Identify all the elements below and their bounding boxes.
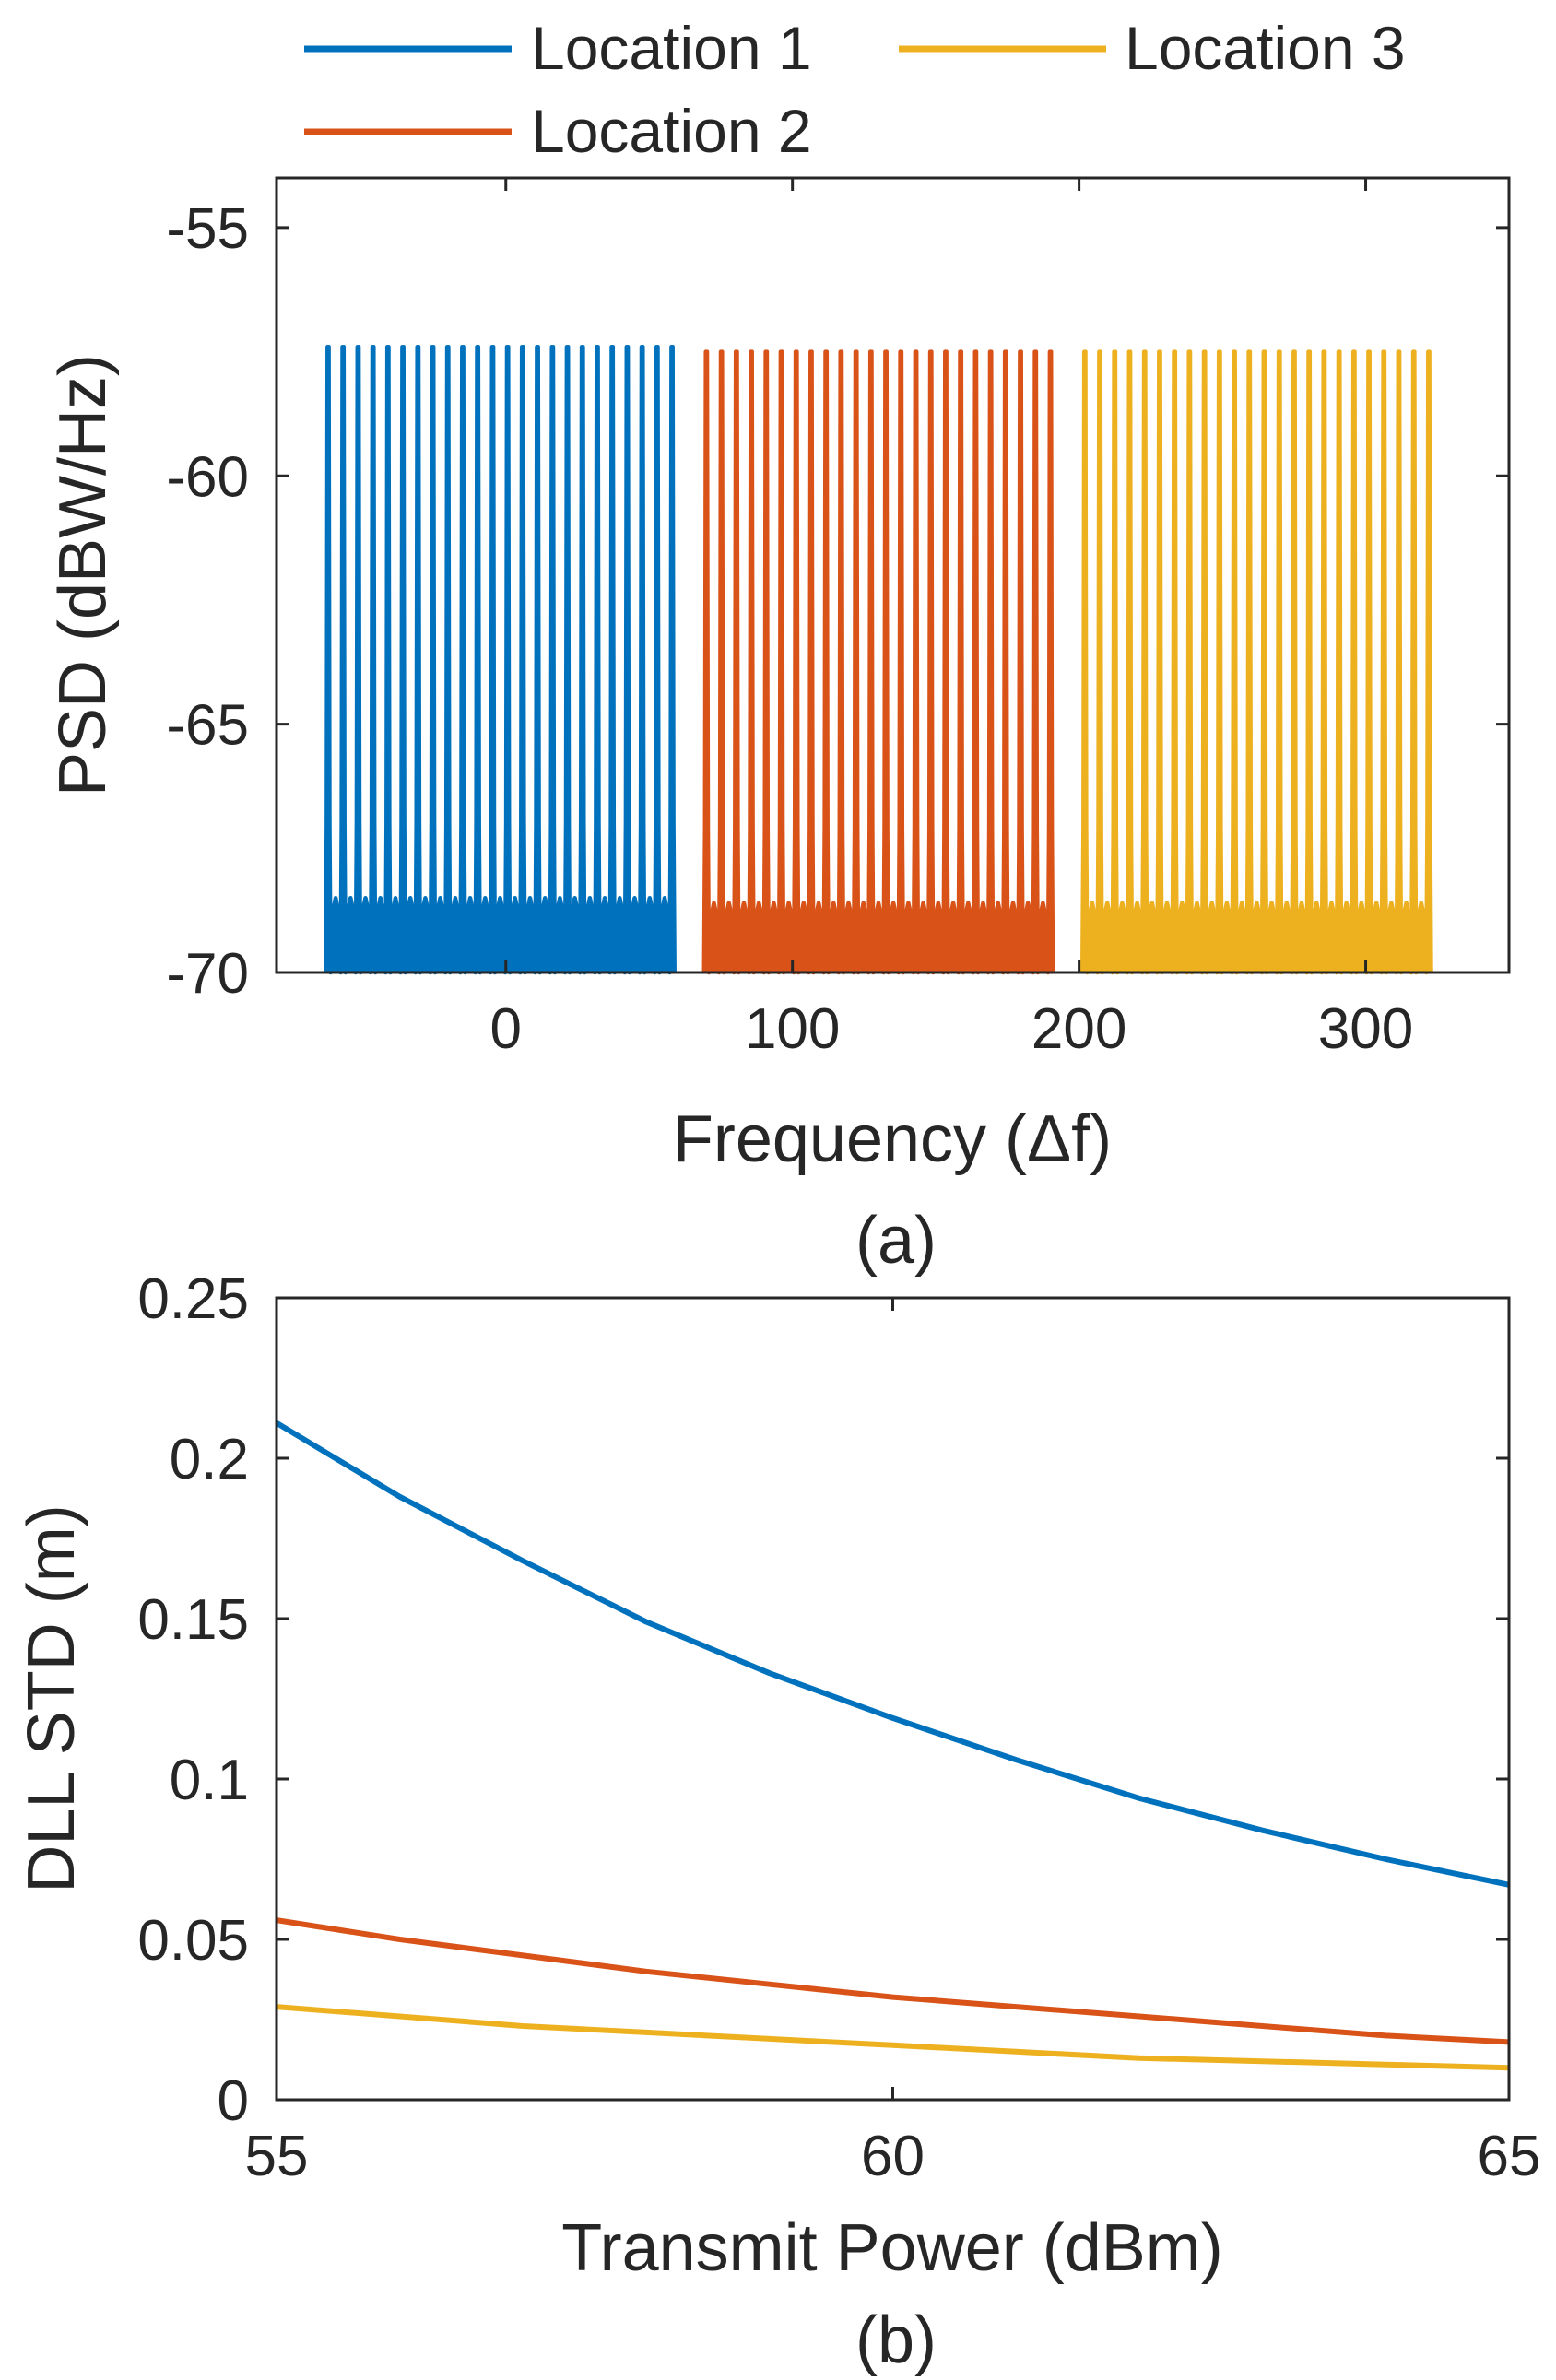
- dll-x-tick-label: 60: [861, 2125, 925, 2188]
- legend-label-location-2: Location 2: [531, 97, 812, 165]
- dll-series-3: [276, 2004, 1510, 2071]
- dll-y-tick-label: 0.25: [137, 1267, 249, 1331]
- dll-series-group: [275, 1420, 1510, 2071]
- legend-label-location-3: Location 3: [1125, 14, 1406, 82]
- psd-x-axis-label: Frequency (Δf): [673, 1102, 1112, 1176]
- psd-axis-ticks: 0 100 200 300 -70 -65 -60 -55: [166, 178, 1509, 1061]
- psd-y-axis-label: PSD (dBW/Hz): [46, 354, 120, 796]
- psd-chart: 0 100 200 300 -70 -65 -60 -55 PSD (dBW/Hz) Freq…: [46, 176, 1511, 1278]
- dll-plot-frame: [275, 1296, 1511, 2102]
- psd-series-1: [324, 344, 677, 975]
- dll-x-tick-label: 65: [1478, 2125, 1541, 2188]
- dll-y-tick-label: 0.05: [137, 1909, 249, 1973]
- dll-y-tick-label: 0.15: [137, 1588, 249, 1652]
- psd-x-tick-label: 100: [745, 997, 840, 1061]
- dll-x-tick-label: 55: [245, 2125, 309, 2188]
- psd-x-tick-label: 200: [1031, 997, 1126, 1061]
- legend: Location 1 Location 3 Location 2: [304, 14, 1406, 165]
- psd-caption: (a): [855, 1204, 937, 1278]
- psd-y-tick-label: -70: [166, 942, 249, 1006]
- psd-y-tick-label: -55: [166, 197, 249, 261]
- dll-caption: (b): [855, 2303, 937, 2377]
- psd-x-tick-label: 300: [1318, 997, 1413, 1061]
- psd-series-group: [324, 344, 1433, 975]
- dll-y-tick-label: 0.2: [170, 1428, 249, 1491]
- psd-series-3: [1079, 349, 1433, 975]
- dll-axis-ticks: 55 60 65 0 0.05 0.1 0.15 0.2 0.25: [137, 1267, 1540, 2188]
- psd-x-tick-label: 0: [490, 997, 522, 1061]
- dll-x-axis-label: Transmit Power (dBm): [561, 2211, 1222, 2285]
- legend-label-location-1: Location 1: [531, 14, 812, 82]
- psd-x-axis-label-text: Frequency (: [673, 1102, 1027, 1176]
- dll-y-tick-label: 0: [218, 2069, 249, 2133]
- dll-y-tick-label: 0.1: [170, 1749, 249, 1812]
- psd-y-tick-label: -65: [166, 694, 249, 758]
- dll-y-axis-label: DLL STD (m): [15, 1504, 88, 1892]
- psd-x-axis-label-symbol: Δ: [1027, 1102, 1071, 1176]
- dll-series-2: [276, 1917, 1510, 2045]
- dll-series-1: [275, 1420, 1510, 1888]
- psd-plot-frame: [275, 176, 1511, 974]
- psd-y-tick-label: -60: [166, 445, 249, 509]
- psd-series-2: [701, 349, 1055, 975]
- dll-std-chart: 55 60 65 0 0.05 0.1 0.15 0.2 0.25 DLL STD (m) Tr…: [15, 1267, 1540, 2377]
- psd-x-axis-label-end: f): [1071, 1102, 1112, 1176]
